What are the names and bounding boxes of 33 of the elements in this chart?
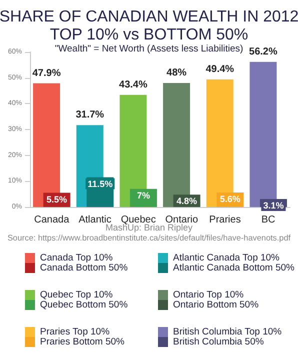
source-note: Source: https://www.broadbentinstitute.ca/sites/default/files/have-havenots.pdf <box>7 234 292 242</box>
data-label: 7% <box>136 190 150 200</box>
legend-label: Atlantic Canada Top 10% <box>173 252 280 264</box>
data-label: 49.4% <box>206 64 234 75</box>
legend-label: Quebec Top 10% <box>40 290 114 300</box>
x-tick-label: BC <box>261 214 276 226</box>
text: MashUp: Brian Ripley <box>105 222 194 232</box>
x-tick-label: Atlantic <box>78 214 112 226</box>
legend-label: Atlantic Canada Bottom 50% <box>173 262 296 274</box>
legend-label: Ontario Bottom 50% <box>173 300 260 310</box>
legend-label: Praries Bottom 50% <box>40 336 126 348</box>
data-label: 43.4% <box>119 79 148 90</box>
chart-title: SHARE OF CANADIAN WEALTH IN 2012 TOP 10% vs BOTTOM 50% <box>0 8 298 44</box>
legend-label: Praries Top 10% <box>40 326 110 338</box>
legend-label: British Columbia Top 10% <box>173 326 282 338</box>
legend-label: Ontario Top 10% <box>173 290 244 300</box>
legend-label: British Columbia 50% <box>173 336 264 348</box>
data-label: 31.7% <box>76 110 104 121</box>
legend-label: Canada Top 10% <box>40 252 114 264</box>
x-tick-label: Ontario <box>165 214 198 226</box>
data-label: 48% <box>166 68 187 78</box>
data-label: 56.2% <box>249 46 278 58</box>
legend-label: Quebec Bottom 50% <box>40 300 128 310</box>
data-label: 5.5% <box>46 194 68 204</box>
legend-label: Canada Bottom 50% <box>40 262 128 274</box>
data-label: 5.6% <box>220 194 240 204</box>
x-tick-label: Quebec <box>120 214 156 226</box>
data-label: 11.5% <box>88 178 113 189</box>
x-tick-label: Praries <box>209 214 241 226</box>
data-label: 47.9% <box>32 68 61 79</box>
chart-subtitle: "Wealth" = Net Worth (Assets less Liabilities) <box>54 44 244 54</box>
data-label: 4.8% <box>176 196 198 206</box>
x-tick-label: Canada <box>34 214 70 226</box>
